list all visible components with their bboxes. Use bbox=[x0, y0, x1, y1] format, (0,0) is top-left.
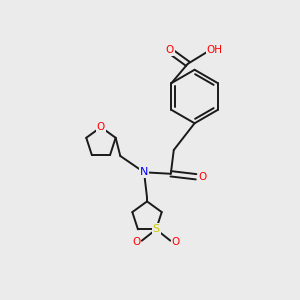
Text: O: O bbox=[199, 172, 207, 182]
Text: O: O bbox=[172, 237, 180, 247]
Text: OH: OH bbox=[206, 45, 223, 55]
Text: S: S bbox=[152, 224, 160, 234]
Text: O: O bbox=[166, 45, 174, 56]
Text: O: O bbox=[97, 122, 105, 132]
Text: O: O bbox=[132, 237, 141, 247]
Text: N: N bbox=[140, 167, 148, 177]
